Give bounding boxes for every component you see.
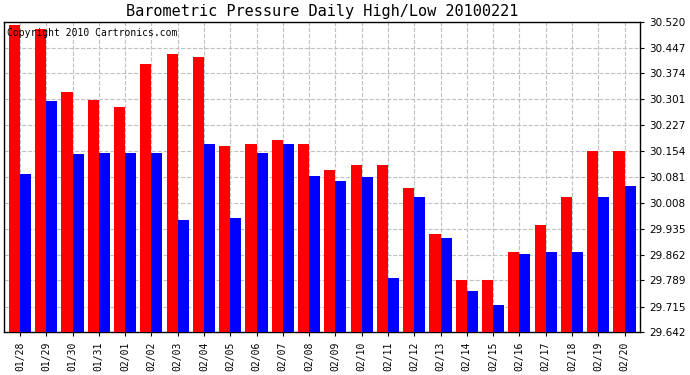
Bar [177, 220, 188, 332]
Bar [520, 254, 531, 332]
Title: Barometric Pressure Daily High/Low 20100221: Barometric Pressure Daily High/Low 20100… [126, 4, 518, 19]
Bar [283, 144, 294, 332]
Text: Copyright 2010 Cartronics.com: Copyright 2010 Cartronics.com [8, 28, 178, 38]
Bar [61, 93, 72, 332]
Bar [546, 252, 557, 332]
Bar [598, 197, 609, 332]
Bar [613, 151, 624, 332]
Bar [151, 153, 162, 332]
Bar [362, 177, 373, 332]
Bar [257, 153, 268, 332]
Bar [35, 29, 46, 332]
Bar [509, 252, 520, 332]
Bar [351, 165, 362, 332]
Bar [99, 153, 110, 332]
Bar [272, 140, 283, 332]
Bar [46, 101, 57, 332]
Bar [166, 54, 177, 332]
Bar [467, 291, 478, 332]
Bar [88, 100, 99, 332]
Bar [572, 252, 583, 332]
Bar [114, 106, 125, 332]
Bar [298, 144, 309, 332]
Bar [377, 165, 388, 332]
Bar [493, 305, 504, 332]
Bar [9, 25, 20, 332]
Bar [193, 57, 204, 332]
Bar [624, 186, 635, 332]
Bar [125, 153, 136, 332]
Bar [561, 197, 572, 332]
Bar [403, 188, 414, 332]
Bar [72, 154, 83, 332]
Bar [309, 176, 320, 332]
Bar [388, 278, 399, 332]
Bar [335, 181, 346, 332]
Bar [587, 151, 598, 332]
Bar [230, 218, 241, 332]
Bar [219, 146, 230, 332]
Bar [140, 64, 151, 332]
Bar [482, 280, 493, 332]
Bar [414, 197, 425, 332]
Bar [535, 225, 546, 332]
Bar [429, 234, 440, 332]
Bar [246, 144, 257, 332]
Bar [456, 280, 467, 332]
Bar [440, 238, 451, 332]
Bar [20, 174, 31, 332]
Bar [324, 170, 335, 332]
Bar [204, 144, 215, 332]
